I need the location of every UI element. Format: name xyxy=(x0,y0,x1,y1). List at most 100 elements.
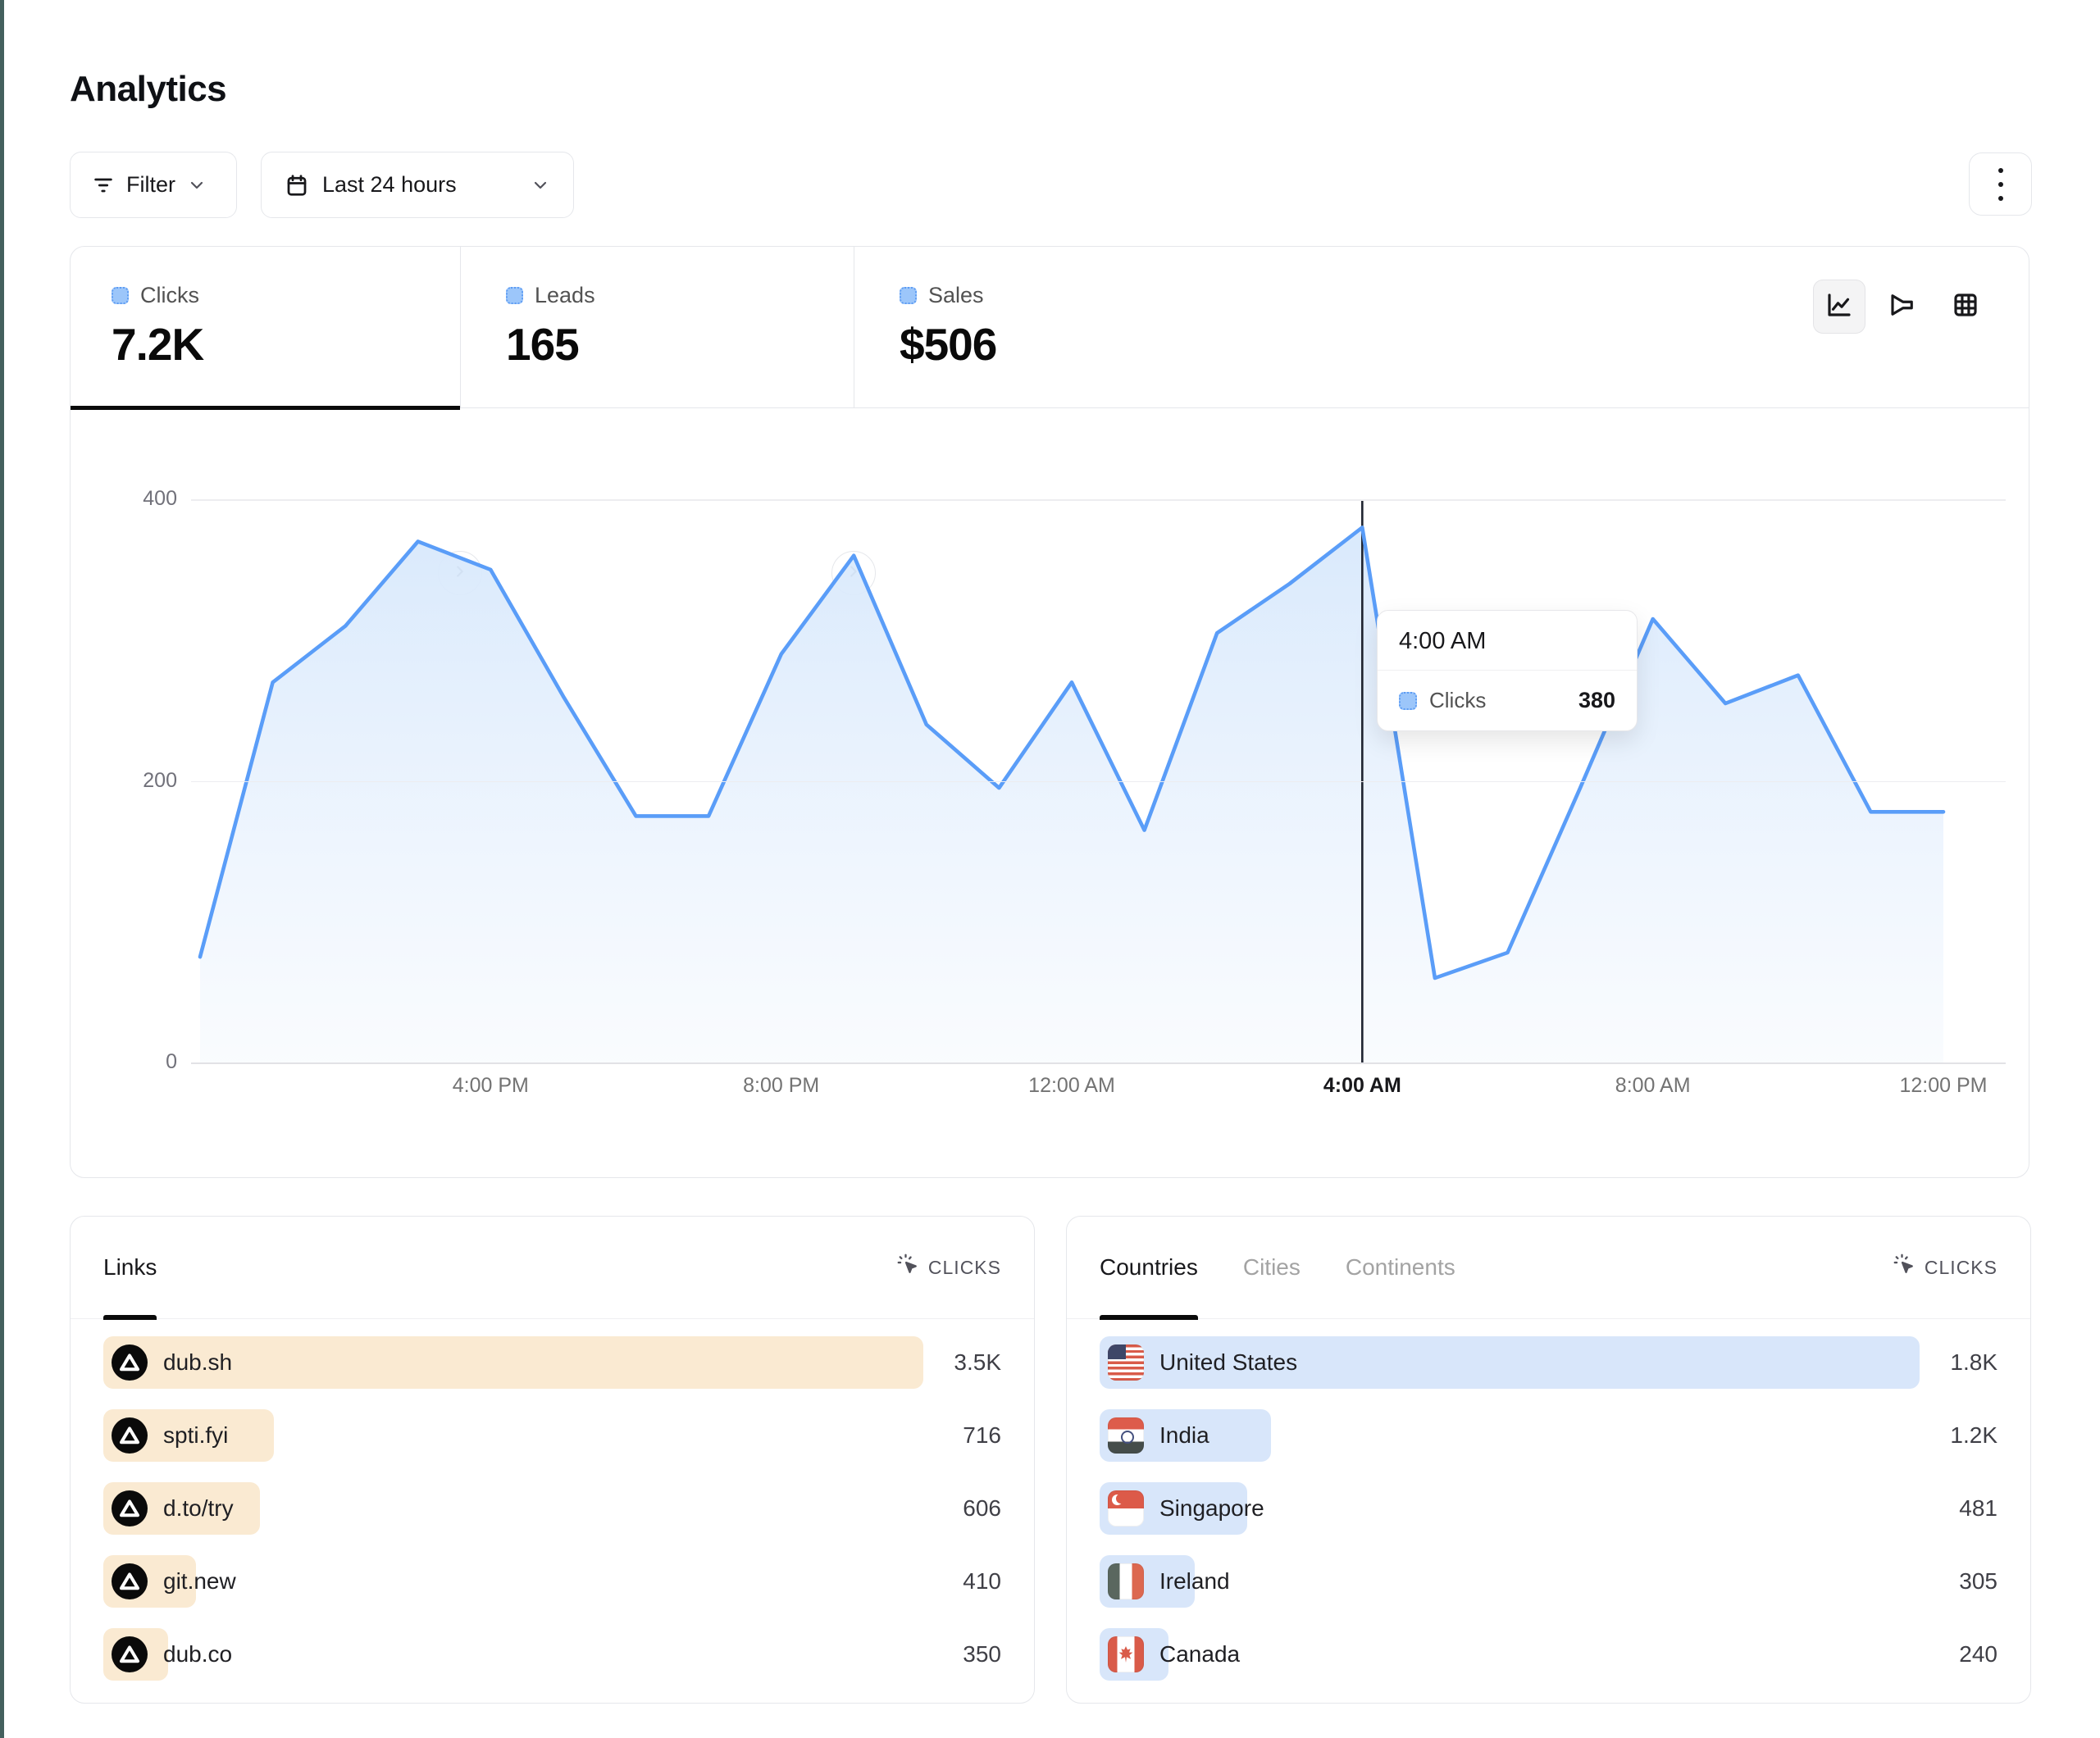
sales-tab-label: Sales xyxy=(928,283,984,307)
link-clicks-value: 716 xyxy=(963,1422,1001,1448)
tab-clicks[interactable]: Clicks 7.2K xyxy=(71,247,460,410)
clicks-bar: spti.fyi xyxy=(103,1409,275,1462)
sg-flag-icon xyxy=(1108,1490,1144,1526)
tab-leads[interactable]: Leads 165 xyxy=(460,247,854,408)
ie-flag-icon xyxy=(1108,1563,1144,1599)
link-label: spti.fyi xyxy=(163,1422,229,1448)
calendar-icon xyxy=(285,173,309,198)
x-axis-tick-label: 8:00 AM xyxy=(1615,1074,1691,1097)
chart-view-toggle-group xyxy=(1813,280,1992,334)
date-range-button[interactable]: Last 24 hours xyxy=(261,152,574,218)
x-axis-tick-label: 8:00 PM xyxy=(743,1074,820,1097)
clicks-bar: India xyxy=(1100,1409,1272,1462)
window-edge-strip xyxy=(0,0,4,1738)
clicks-bar: dub.co xyxy=(103,1628,232,1681)
clicks-legend-swatch xyxy=(1399,691,1417,710)
page-title: Analytics xyxy=(70,69,227,109)
clicks-area-chart[interactable]: 4:00 AM Clicks 380 400 200 0 4:00 PM 8:00 PM… xyxy=(71,408,2029,1177)
links-list: dub.sh 3.5K spti.fyi 716 d.to/try 606 gi… xyxy=(103,1336,1001,1681)
list-item[interactable]: Ireland 305 xyxy=(1100,1555,1998,1608)
list-item[interactable]: United States 1.8K xyxy=(1100,1336,1998,1389)
metric-tabs-row: Clicks 7.2K Leads 165 Sales $506 xyxy=(71,247,2029,595)
cursor-click-icon xyxy=(897,1253,920,1281)
dub-logo-icon xyxy=(112,1636,148,1672)
leads-legend-swatch xyxy=(506,287,523,304)
countries-sort-by-clicks[interactable]: CLICKS xyxy=(1893,1253,1998,1281)
country-label: India xyxy=(1159,1422,1209,1448)
link-clicks-value: 3.5K xyxy=(954,1349,1001,1375)
tab-links[interactable]: Links xyxy=(103,1217,157,1320)
y-axis-tick-label: 400 xyxy=(143,487,177,510)
x-axis-tick-label: 4:00 PM xyxy=(452,1074,529,1097)
ca-flag-icon xyxy=(1108,1636,1144,1672)
gridline xyxy=(191,499,2006,501)
funnel-chart-icon xyxy=(1888,290,1917,324)
area-fill xyxy=(200,527,1943,1062)
country-clicks-value: 305 xyxy=(1959,1568,1998,1594)
country-clicks-value: 240 xyxy=(1959,1641,1998,1667)
link-label: dub.co xyxy=(163,1641,233,1667)
list-item[interactable]: dub.sh 3.5K xyxy=(103,1336,1001,1389)
filter-button[interactable]: Filter xyxy=(70,152,237,218)
tab-sales[interactable]: Sales $506 xyxy=(854,247,1247,408)
leads-value: 165 xyxy=(506,319,580,370)
analytics-card: Clicks 7.2K Leads 165 Sales $506 xyxy=(70,246,2029,1178)
country-clicks-value: 1.8K xyxy=(1950,1349,1998,1375)
list-item[interactable]: Canada 240 xyxy=(1100,1628,1998,1681)
y-axis-tick-label: 0 xyxy=(166,1050,177,1073)
date-range-label: Last 24 hours xyxy=(322,172,457,197)
grid-table-icon xyxy=(1951,290,1980,324)
clicks-bar: Ireland xyxy=(1100,1555,1230,1608)
line-chart-view-button[interactable] xyxy=(1813,280,1865,334)
dub-logo-icon xyxy=(112,1490,148,1526)
chevron-down-icon xyxy=(187,175,207,195)
dub-logo-icon xyxy=(112,1563,148,1599)
funnel-view-button[interactable] xyxy=(1876,280,1929,334)
link-clicks-value: 350 xyxy=(963,1641,1001,1667)
us-flag-icon xyxy=(1108,1344,1144,1381)
countries-list: United States 1.8K India 1.2K Singapore … xyxy=(1100,1336,1998,1681)
sales-value: $506 xyxy=(900,319,997,370)
tab-cities[interactable]: Cities xyxy=(1242,1254,1301,1280)
list-item[interactable]: git.new 410 xyxy=(103,1555,1001,1608)
link-label: git.new xyxy=(163,1568,236,1594)
chart-tooltip: 4:00 AM Clicks 380 xyxy=(1377,610,1638,731)
list-item[interactable]: d.to/try 606 xyxy=(103,1482,1001,1535)
clicks-bar: Singapore xyxy=(1100,1482,1264,1535)
x-axis-tick-label: 4:00 AM xyxy=(1323,1074,1401,1097)
x-axis-line xyxy=(191,1062,2006,1064)
links-panel: Links CLICKS dub.sh 3.5K spti.fyi 716 xyxy=(70,1216,1035,1704)
table-view-button[interactable] xyxy=(1939,280,1992,334)
clicks-bar: dub.sh xyxy=(103,1336,923,1389)
country-clicks-value: 481 xyxy=(1959,1495,1998,1521)
filter-button-label: Filter xyxy=(126,172,175,197)
link-label: dub.sh xyxy=(163,1349,233,1375)
clicks-tab-label: Clicks xyxy=(140,283,199,307)
clicks-line xyxy=(198,525,1946,980)
cursor-click-icon xyxy=(1893,1253,1916,1281)
country-label: Singapore xyxy=(1159,1495,1264,1521)
list-item[interactable]: spti.fyi 716 xyxy=(103,1409,1001,1462)
link-clicks-value: 410 xyxy=(963,1568,1001,1594)
list-item[interactable]: India 1.2K xyxy=(1100,1409,1998,1462)
tab-continents[interactable]: Continents xyxy=(1345,1254,1455,1280)
chevron-down-icon xyxy=(531,175,550,195)
y-axis-tick-label: 200 xyxy=(143,768,177,792)
line-chart-icon xyxy=(1824,290,1854,324)
countries-panel: Countries Cities Continents CLICKS Unite… xyxy=(1066,1216,2031,1704)
tooltip-value: 380 xyxy=(1578,688,1615,712)
link-label: d.to/try xyxy=(163,1495,234,1521)
clicks-bar: Canada xyxy=(1100,1628,1240,1681)
tooltip-series-label: Clicks xyxy=(1429,688,1487,712)
clicks-value: 7.2K xyxy=(112,319,204,370)
links-sort-by-clicks[interactable]: CLICKS xyxy=(897,1253,1001,1281)
chart-plot xyxy=(198,499,1946,1062)
list-item[interactable]: dub.co 350 xyxy=(103,1628,1001,1681)
dub-logo-icon xyxy=(112,1417,148,1454)
leads-tab-label: Leads xyxy=(535,283,595,307)
tab-countries[interactable]: Countries xyxy=(1100,1217,1198,1320)
more-options-button[interactable] xyxy=(1969,152,2032,216)
list-item[interactable]: Singapore 481 xyxy=(1100,1482,1998,1535)
in-flag-icon xyxy=(1108,1417,1144,1454)
x-axis-tick-label: 12:00 PM xyxy=(1899,1074,1988,1097)
